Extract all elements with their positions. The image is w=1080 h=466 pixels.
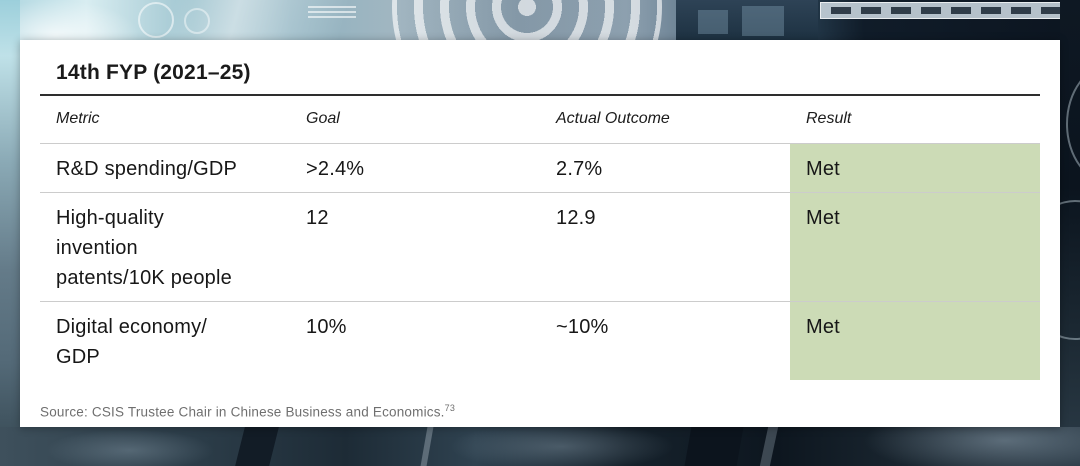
metric-cell: Digital economy/ GDP	[56, 316, 208, 368]
source-text: Source: CSIS Trustee Chair in Chinese Bu…	[40, 404, 445, 420]
goal-cell: >2.4%	[306, 158, 365, 180]
gear-circle-icon	[138, 2, 174, 38]
title-rule-divider	[40, 94, 1040, 96]
column-header-metric: Metric	[56, 110, 100, 127]
result-cell: Met	[790, 302, 1040, 380]
table-card: 14th FYP (2021–25) Metric Goal Actual Ou…	[20, 40, 1060, 427]
background-photo-top	[0, 0, 1080, 46]
column-header-actual-outcome: Actual Outcome	[556, 110, 670, 127]
table-header-row: Metric Goal Actual Outcome Result	[40, 96, 1040, 143]
actual-outcome-cell: 12.9	[556, 207, 596, 229]
table-card-inner: 14th FYP (2021–25) Metric Goal Actual Ou…	[20, 61, 1060, 420]
gear-circle-icon	[184, 8, 210, 34]
column-header-goal: Goal	[306, 110, 340, 127]
background-text-lines	[308, 6, 356, 21]
result-cell: Met	[790, 193, 1040, 301]
source-citation: Source: CSIS Trustee Chair in Chinese Bu…	[40, 403, 1040, 420]
background-photo-left	[0, 0, 20, 466]
metric-cell: R&D spending/GDP	[56, 158, 238, 180]
result-cell: Met	[790, 144, 1040, 192]
concentric-arcs-graphic	[392, 0, 662, 46]
table-row: High-quality invention patents/10K peopl…	[40, 192, 1040, 301]
goal-cell: 12	[306, 207, 329, 229]
actual-outcome-cell: ~10%	[556, 316, 609, 338]
card-title: 14th FYP (2021–25)	[56, 61, 251, 84]
footnote-number: 73	[444, 403, 456, 413]
goal-cell: 10%	[306, 316, 347, 338]
column-header-result: Result	[806, 110, 852, 127]
table-row: Digital economy/ GDP 10% ~10% Met	[40, 301, 1040, 380]
background-photo-right	[1060, 0, 1080, 466]
background-data-panel	[820, 2, 1072, 19]
background-photo-panel	[676, 0, 818, 46]
table-row: R&D spending/GDP >2.4% 2.7% Met	[40, 143, 1040, 192]
metric-cell: High-quality invention patents/10K peopl…	[56, 207, 232, 289]
actual-outcome-cell: 2.7%	[556, 158, 603, 180]
background-photo-bottom	[0, 427, 1080, 466]
